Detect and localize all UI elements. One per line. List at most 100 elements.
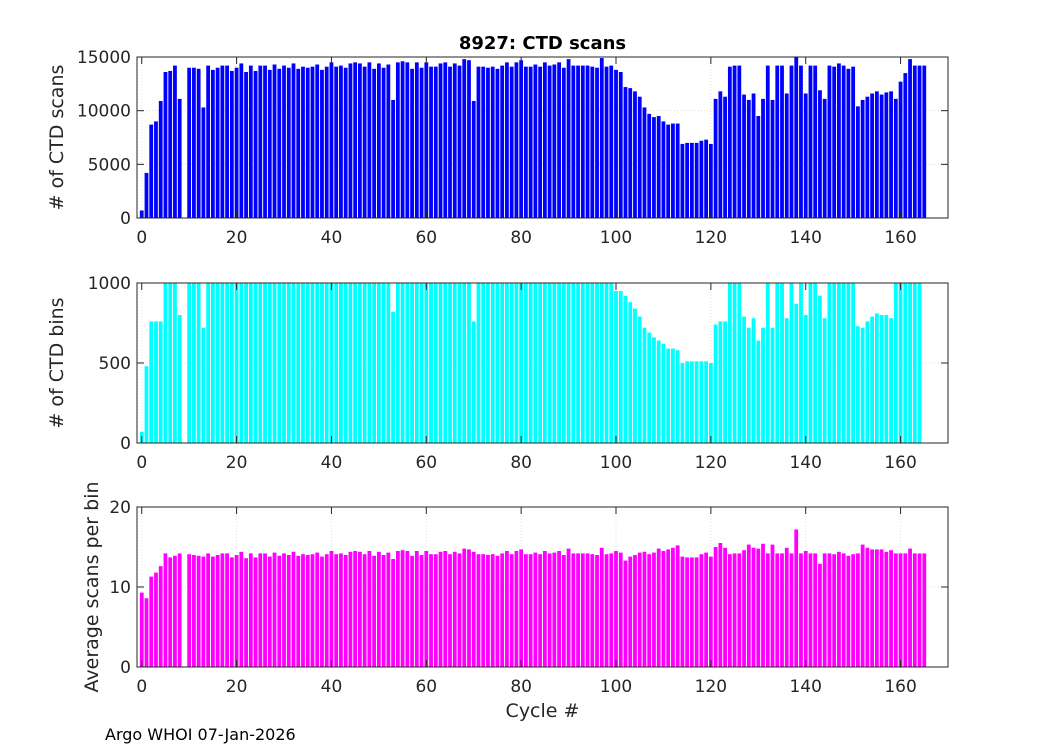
bar-1-cycle-22 (244, 72, 248, 218)
bar-1-cycle-99 (609, 65, 614, 218)
bar-3-cycle-105 (637, 552, 642, 667)
bar-3-cycle-85 (542, 551, 547, 667)
bar-2-cycle-95 (590, 283, 595, 443)
x-tick-label: 80 (510, 677, 532, 697)
bar-2-cycle-130 (756, 340, 761, 443)
bar-3-cycle-102 (623, 560, 628, 667)
bar-3-cycle-71 (476, 554, 481, 667)
x-tick-label: 40 (321, 677, 343, 697)
bar-2-cycle-5 (163, 283, 168, 443)
bar-3-cycle-3 (154, 572, 158, 667)
bar-2-cycle-31 (286, 283, 291, 443)
x-axis-label: Cycle # (506, 700, 580, 722)
bar-3-cycle-77 (505, 551, 509, 667)
bar-3-cycle-116 (689, 557, 694, 667)
bar-2-cycle-78 (509, 283, 514, 443)
bar-3-cycle-134 (775, 553, 780, 667)
bar-1-cycle-2 (149, 124, 154, 218)
bar-1-cycle-42 (339, 65, 343, 218)
bar-2-cycle-65 (448, 283, 452, 443)
x-tick-label: 60 (415, 228, 437, 248)
bar-3-cycle-161 (903, 553, 908, 667)
x-tick-label: 140 (789, 228, 821, 248)
bar-2-cycle-11 (192, 283, 196, 443)
y-tick-label: 15000 (77, 48, 131, 68)
bar-1-cycle-24 (253, 70, 258, 218)
bar-2-cycle-29 (277, 283, 282, 443)
bar-3-cycle-64 (443, 551, 448, 667)
bar-1-cycle-103 (628, 88, 633, 218)
bar-2-cycle-60 (424, 283, 429, 443)
bar-3-cycle-39 (324, 554, 329, 667)
bar-2-cycle-57 (410, 283, 414, 443)
bar-3-cycle-108 (652, 552, 656, 667)
bar-1-cycle-23 (248, 65, 253, 218)
bar-3-cycle-10 (187, 554, 192, 667)
bar-3-cycle-25 (258, 553, 263, 667)
bar-1-cycle-145 (827, 65, 832, 218)
bar-1-cycle-161 (903, 73, 908, 218)
bar-1-cycle-160 (898, 81, 903, 218)
bar-3-cycle-84 (538, 554, 543, 667)
bar-1-cycle-154 (870, 93, 875, 218)
bar-2-cycle-101 (618, 291, 623, 443)
bar-1-cycle-138 (794, 57, 799, 218)
bar-3-cycle-67 (457, 553, 462, 667)
bar-3-cycle-14 (206, 553, 211, 667)
bar-1-cycle-35 (305, 67, 310, 218)
bar-3-cycle-89 (561, 555, 566, 667)
bar-3-cycle-124 (727, 554, 732, 667)
bar-1-cycle-97 (599, 58, 604, 218)
bar-3-cycle-87 (552, 552, 557, 667)
bar-2-cycle-147 (837, 283, 841, 443)
bar-3-cycle-91 (571, 553, 576, 667)
bar-2-cycle-55 (400, 283, 405, 443)
bar-1-cycle-40 (329, 62, 334, 218)
bar-1-cycle-153 (865, 96, 870, 218)
bar-1-cycle-3 (154, 121, 158, 218)
bar-1-cycle-59 (419, 67, 424, 218)
bar-3-cycle-76 (500, 553, 505, 667)
bar-1-cycle-162 (908, 59, 912, 218)
bar-1-cycle-151 (855, 106, 860, 218)
bar-3-cycle-69 (467, 549, 471, 667)
y-tick-label: 20 (109, 498, 131, 518)
bar-3-cycle-92 (576, 553, 580, 667)
bar-3-cycle-133 (770, 544, 775, 667)
bar-2-cycle-132 (765, 283, 770, 443)
bar-1-cycle-87 (552, 64, 557, 218)
bar-3-cycle-119 (704, 552, 709, 667)
x-tick-label: 100 (600, 228, 632, 248)
bar-3-cycle-165 (922, 553, 927, 667)
bar-2-cycle-74 (490, 283, 495, 443)
bar-1-cycle-102 (623, 87, 628, 218)
bar-2-cycle-121 (713, 324, 718, 443)
bar-1-cycle-54 (395, 62, 400, 218)
bar-1-cycle-144 (822, 98, 827, 218)
bar-3-cycle-74 (490, 554, 495, 667)
y-tick-label: 500 (99, 354, 131, 374)
bar-3-cycle-16 (215, 555, 220, 667)
bar-1-cycle-149 (846, 68, 851, 218)
bar-2-cycle-111 (666, 348, 671, 443)
x-tick-label: 20 (226, 677, 248, 697)
bar-3-cycle-127 (742, 550, 746, 667)
bar-1-cycle-60 (424, 62, 429, 218)
bar-1-cycle-62 (433, 66, 438, 218)
bar-2-cycle-22 (244, 283, 248, 443)
bar-1-cycle-109 (656, 116, 661, 218)
bar-3-cycle-44 (348, 551, 353, 667)
bar-2-cycle-67 (457, 283, 462, 443)
bar-3-cycle-81 (524, 554, 528, 667)
bar-3-cycle-48 (367, 551, 372, 667)
bar-2-cycle-116 (689, 361, 694, 443)
bar-3-cycle-142 (813, 553, 818, 667)
bar-2-cycle-75 (495, 283, 500, 443)
bar-1-cycle-44 (348, 63, 353, 218)
bar-1-cycle-74 (490, 66, 495, 218)
bar-2-cycle-48 (367, 283, 372, 443)
bar-2-cycle-120 (708, 363, 713, 443)
x-tick-label: 100 (600, 677, 632, 697)
bar-2-cycle-108 (652, 337, 656, 443)
x-tick-label: 140 (789, 453, 821, 473)
